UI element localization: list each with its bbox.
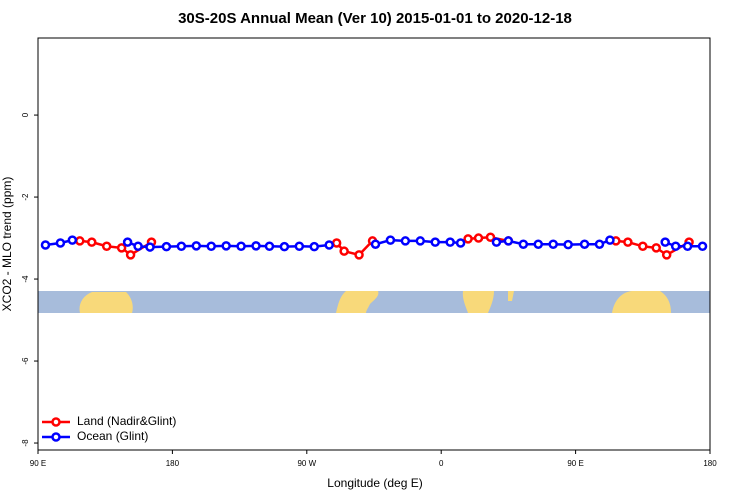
data-point (400, 236, 411, 246)
data-point (370, 239, 381, 249)
plot-frame (37, 37, 711, 451)
data-point (145, 242, 155, 252)
data-point (309, 241, 320, 252)
data-point (682, 241, 693, 252)
y-tick-label: -8 (21, 439, 30, 447)
data-point (191, 241, 202, 251)
data-point (503, 236, 514, 246)
data-point (116, 243, 127, 253)
map-strip (38, 291, 710, 313)
data-point (294, 241, 305, 252)
data-point (55, 238, 66, 248)
data-point (661, 250, 672, 260)
data-point (605, 235, 615, 245)
data-point (473, 233, 484, 243)
x-tick-label: 180 (703, 459, 717, 468)
data-point (455, 238, 466, 248)
data-point (206, 241, 216, 252)
data-point (579, 239, 590, 249)
data-point (101, 241, 112, 252)
data-point (463, 234, 473, 244)
data-point (594, 239, 605, 249)
y-tick-label: 0 (21, 112, 30, 117)
x-tick-label: 180 (166, 459, 180, 468)
data-point (697, 241, 708, 252)
legend-marker (51, 432, 61, 442)
legend-label: Ocean (Glint) (77, 429, 148, 443)
data-point (122, 237, 133, 247)
y-tick-label: -2 (21, 193, 30, 201)
data-point (40, 240, 51, 250)
series-line (79, 235, 690, 257)
data-point (485, 232, 496, 242)
data-point (548, 239, 558, 249)
x-tick-label: 90 W (297, 459, 316, 468)
x-tick-label: 90 E (30, 459, 46, 468)
data-point (339, 246, 349, 256)
data-point (445, 237, 455, 247)
data-point (533, 239, 544, 249)
data-point (670, 241, 681, 252)
data-point (236, 241, 246, 252)
data-point (251, 241, 261, 251)
data-point (638, 241, 648, 252)
y-axis-label: XCO2 - MLO trend (ppm) (0, 177, 14, 312)
legend-marker (51, 417, 61, 427)
data-point (354, 250, 364, 260)
data-point (660, 237, 670, 247)
data-point (264, 241, 275, 252)
chart-title: 30S-20S Annual Mean (Ver 10) 2015-01-01 … (178, 10, 572, 27)
data-point (331, 238, 342, 248)
x-tick-label: 90 E (567, 459, 583, 468)
data-point (221, 241, 231, 251)
data-point (176, 241, 187, 252)
data-point (125, 250, 136, 260)
data-point (324, 240, 334, 250)
data-point (279, 241, 290, 252)
data-point (651, 243, 661, 253)
data-point (133, 241, 143, 252)
y-tick-label: -6 (21, 357, 30, 365)
data-point (67, 235, 78, 245)
x-axis-label: Longitude (deg E) (327, 476, 422, 490)
data-point (563, 239, 573, 250)
y-tick-label: -4 (21, 275, 30, 283)
data-point (385, 235, 396, 245)
data-point (415, 236, 426, 246)
legend-label: Land (Nadir&Glint) (77, 414, 176, 428)
data-point (518, 239, 529, 249)
data-point (623, 237, 633, 247)
data-point (87, 237, 97, 247)
x-tick-label: 0 (439, 459, 444, 468)
data-point (75, 236, 85, 246)
data-point (161, 241, 172, 252)
data-point (430, 237, 440, 247)
data-point (491, 237, 502, 247)
